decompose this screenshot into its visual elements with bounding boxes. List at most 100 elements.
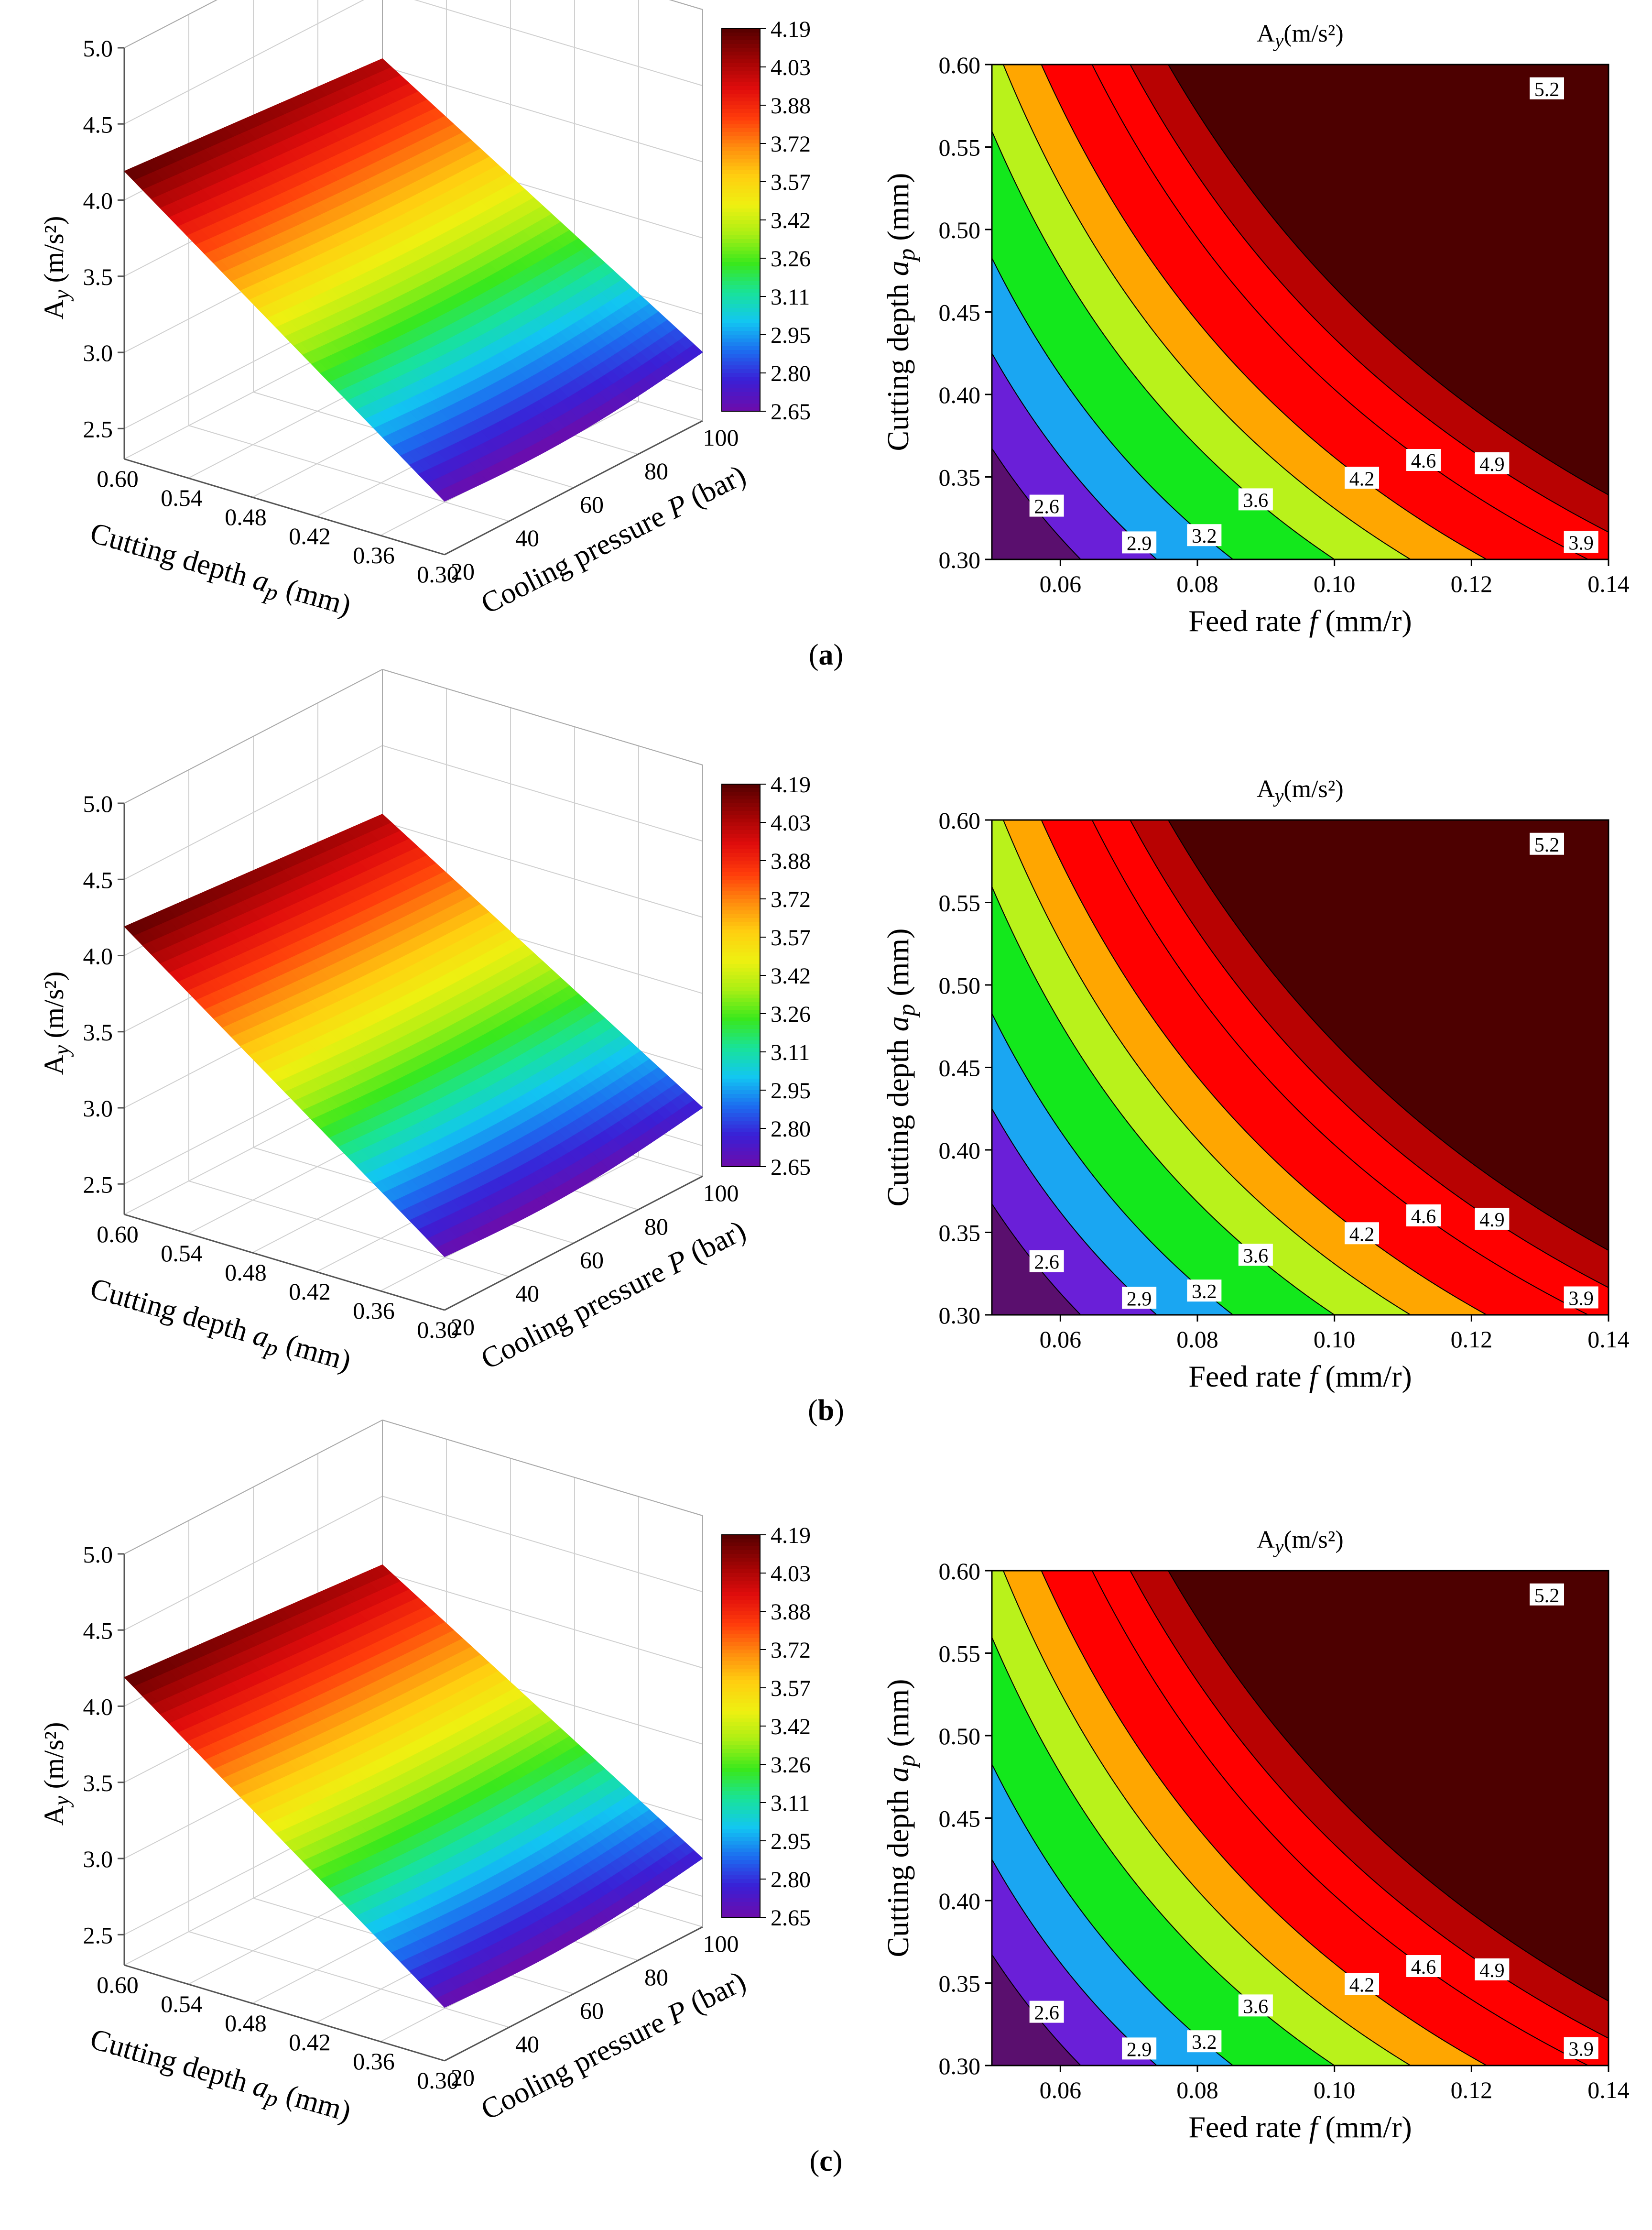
x-tick-label: 0.48 [225, 503, 267, 530]
colorbar-tick-label: 3.26 [771, 246, 811, 272]
colorbar-swatch [722, 1787, 760, 1792]
colorbar-swatch [722, 1910, 760, 1914]
colorbar-swatch [722, 941, 760, 945]
colorbar-swatch [722, 1144, 760, 1148]
colorbar-swatch [722, 1581, 760, 1585]
colorbar-swatch [722, 358, 760, 362]
z-axis-title: Ay (m/s²) [38, 1722, 74, 1826]
colorbar-swatch [722, 281, 760, 285]
colorbar-swatch [722, 29, 760, 33]
colorbar-swatch [722, 1803, 760, 1807]
colorbar-swatch [722, 861, 760, 865]
colorbar-swatch [722, 220, 760, 224]
colorbar-swatch [722, 1562, 760, 1566]
floor-gridline [188, 1181, 510, 1277]
colorbar-swatch [722, 1048, 760, 1052]
colorbar-swatch [722, 304, 760, 308]
z-tick-label: 3.0 [83, 339, 113, 366]
colorbar-swatch [722, 853, 760, 857]
colorbar-swatch [722, 1795, 760, 1799]
y-axis-title: Cutting depth ap (mm) [881, 1679, 920, 1957]
x-tick-label: 0.60 [97, 1221, 139, 1247]
contour-label: 2.6 [1034, 2002, 1059, 2024]
z-tick-label: 4.5 [83, 111, 113, 138]
colorbar-swatch [722, 1600, 760, 1604]
colorbar-tick-label: 2.80 [771, 1116, 811, 1142]
colorbar-swatch [722, 55, 760, 60]
colorbar-swatch [722, 1665, 760, 1669]
colorbar-swatch [722, 1757, 760, 1761]
colorbar-swatch [722, 1848, 760, 1853]
back-wall-gridline [382, 745, 703, 842]
y-tick-label: 0.60 [939, 52, 981, 78]
surface-mesh [124, 1564, 703, 2008]
y-axis-line [444, 420, 703, 556]
colorbar-swatch [722, 1718, 760, 1723]
frame-edge [382, 1420, 703, 1516]
colorbar-swatch [722, 94, 760, 98]
contour-label-box [1238, 488, 1273, 511]
colorbar-swatch [722, 159, 760, 163]
colorbar-swatch [722, 1699, 760, 1704]
x-axis-line [124, 1213, 445, 1311]
colorbar-swatch [722, 1071, 760, 1075]
colorbar-tick-label: 4.03 [771, 810, 811, 836]
colorbar-swatch [722, 392, 760, 396]
colorbar-swatch [722, 952, 760, 957]
panel-label: (b) [808, 1394, 844, 1427]
colorbar-swatch [722, 316, 760, 320]
colorbar-swatch [722, 1703, 760, 1707]
colorbar-tick-label: 2.65 [771, 1905, 811, 1931]
x-tick-label: 0.60 [97, 1971, 139, 1998]
colorbar-swatch [722, 1634, 760, 1639]
contour-label-box [1406, 449, 1441, 471]
y-tick-label: 0.55 [939, 134, 981, 161]
colorbar-swatch [722, 987, 760, 991]
colorbar-tick-label: 4.19 [771, 17, 811, 42]
colorbar-tick-label: 3.72 [771, 1638, 811, 1663]
y-tick-label: 20 [451, 2064, 475, 2091]
colorbar-swatch [722, 899, 760, 903]
colorbar-swatch [722, 155, 760, 159]
colorbar-swatch [722, 251, 760, 255]
x-axis-title: Feed rate f (mm/r) [1188, 604, 1412, 638]
colorbar-swatch [722, 1745, 760, 1749]
contour-label: 4.2 [1349, 1224, 1375, 1246]
y-tick-label: 100 [703, 1930, 739, 1957]
colorbar-swatch [722, 1894, 760, 1899]
colorbar-swatch [722, 1132, 760, 1137]
colorbar-swatch [722, 254, 760, 259]
colorbar-swatch [722, 189, 760, 194]
colorbar-swatch [722, 834, 760, 838]
colorbar-swatch [722, 1799, 760, 1803]
colorbar-swatch [722, 1749, 760, 1753]
contour-label-box [1345, 467, 1379, 489]
colorbar-swatch [722, 82, 760, 87]
colorbar-swatch [722, 1726, 760, 1730]
colorbar-swatch [722, 1902, 760, 1906]
y-tick-label: 0.30 [939, 547, 981, 573]
colorbar-swatch [722, 1596, 760, 1600]
back-wall-gridline [382, 821, 703, 918]
colorbar-swatch [722, 339, 760, 343]
colorbar-swatch [722, 1879, 760, 1883]
colorbar-swatch [722, 132, 760, 136]
colorbar-swatch [722, 811, 760, 815]
colorbar-swatch [722, 52, 760, 56]
floor-gridline [188, 425, 510, 522]
contour-label-box [1530, 77, 1564, 99]
colorbar-swatch [722, 384, 760, 389]
surface-plot: 2.53.03.54.04.55.00.600.540.480.420.360.… [38, 0, 811, 622]
y-tick-label: 60 [580, 491, 604, 518]
x-tick-label: 0.42 [289, 2029, 331, 2055]
y-tick-label: 0.35 [939, 464, 981, 491]
colorbar-swatch [722, 895, 760, 899]
colorbar-swatch [722, 983, 760, 987]
colorbar-swatch [722, 1715, 760, 1719]
colorbar-swatch [722, 1573, 760, 1577]
colorbar-swatch [722, 369, 760, 373]
contour-label: 2.9 [1127, 1288, 1152, 1310]
colorbar-swatch [722, 975, 760, 980]
colorbar-swatch [722, 1653, 760, 1658]
x-tick-label: 0.06 [1040, 1326, 1082, 1353]
